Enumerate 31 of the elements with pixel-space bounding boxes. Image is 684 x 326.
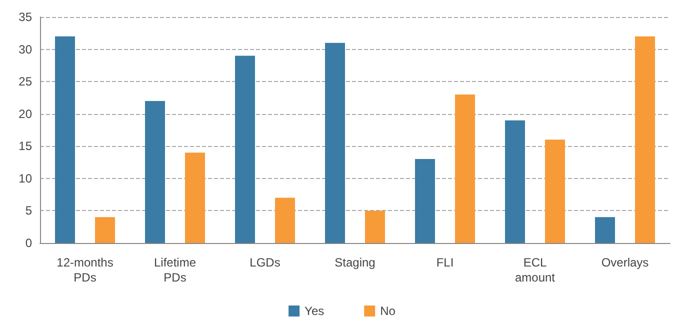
bar: [95, 217, 115, 243]
bar: [505, 120, 525, 243]
x-tick-label: Overlays: [601, 256, 649, 270]
y-tick-label: 5: [25, 204, 32, 218]
legend-label: No: [380, 304, 396, 318]
x-tick-label: 12-months PDs: [56, 256, 114, 284]
x-tick-label: Staging: [334, 256, 376, 270]
y-tick-label: 20: [18, 106, 32, 121]
bar: [325, 42, 345, 243]
y-tick-label: 30: [18, 42, 32, 56]
x-tick-label: FLI: [436, 256, 454, 270]
bar: [365, 210, 385, 243]
legend-label: Yes: [304, 304, 324, 318]
y-tick-label: 25: [18, 74, 32, 89]
y-tick-label: 0: [25, 236, 32, 250]
y-tick-label: 10: [18, 171, 32, 186]
y-tick-label: 35: [18, 10, 32, 24]
x-tick-label: ECL amount: [514, 256, 556, 284]
bar: [235, 56, 255, 243]
bar: [55, 36, 75, 243]
bar: [595, 217, 615, 243]
x-tick-label: LGDs: [250, 256, 280, 270]
bar: [635, 36, 655, 243]
bar: [275, 198, 295, 243]
bar: [545, 140, 565, 243]
bar: [455, 94, 475, 243]
x-tick-label: Lifetime PDs: [154, 256, 196, 284]
y-tick-label: 15: [18, 139, 32, 154]
bar: [145, 100, 165, 243]
bar: [185, 152, 205, 243]
bar: [415, 159, 435, 243]
